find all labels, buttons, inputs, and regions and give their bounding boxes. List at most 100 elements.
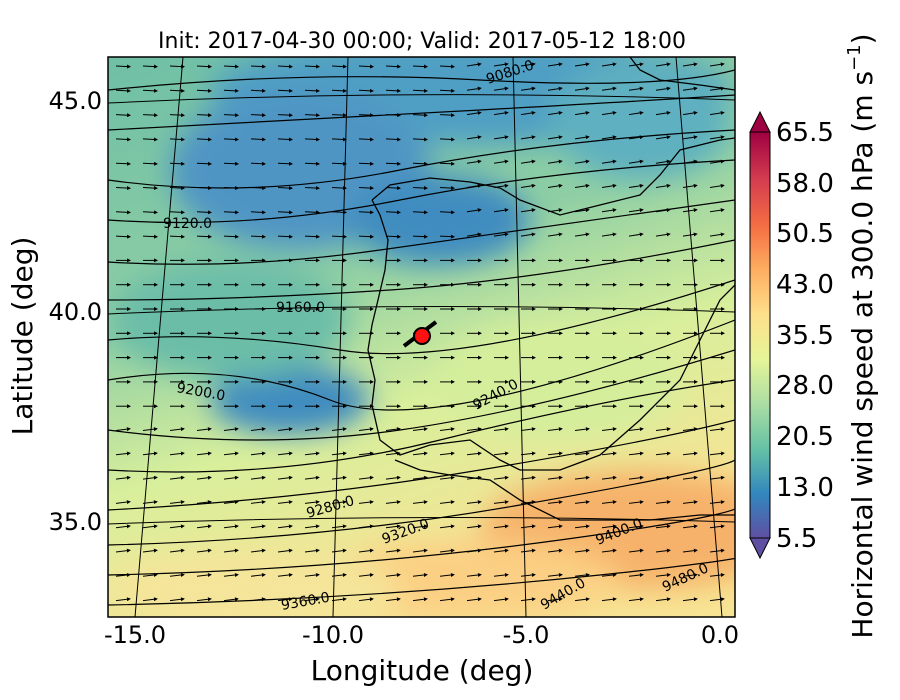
- wind-vector: [520, 572, 536, 577]
- wind-vector: [115, 427, 131, 432]
- wind-vector: [655, 62, 671, 67]
- wind-vector: [493, 597, 509, 602]
- colorbar-tick-label: 35.5: [776, 321, 834, 351]
- plot-area: 9080.0 9120.0 9160.0 9200.0 9240.0 9280.…: [108, 57, 735, 617]
- wind-vector: [520, 183, 536, 188]
- wind-vector: [142, 161, 158, 166]
- wind-vector: [385, 500, 401, 505]
- wind-vector: [196, 64, 212, 69]
- wind-vector: [655, 110, 671, 116]
- wind-vector: [493, 135, 509, 140]
- wind-vector: [385, 475, 401, 480]
- wind-vector: [358, 475, 374, 480]
- wind-vector: [304, 548, 320, 553]
- wind-vector: [412, 524, 428, 529]
- wind-vector: [547, 475, 563, 480]
- wind-vector: [115, 113, 131, 118]
- wind-vector: [412, 597, 428, 602]
- wind-speed-blobs: [108, 57, 735, 617]
- wind-vector: [601, 572, 617, 577]
- wind-vector: [439, 548, 455, 553]
- wind-vector: [385, 210, 401, 215]
- colorbar-extend-top: [749, 110, 771, 133]
- wind-vector: [601, 159, 617, 164]
- wind-vector: [547, 62, 563, 67]
- wind-vector: [709, 208, 725, 213]
- wind-vector: [493, 232, 509, 237]
- wind-vector: [223, 572, 239, 577]
- wind-vector: [493, 548, 509, 553]
- wind-vector: [142, 427, 158, 432]
- y-ticks: 45.0 40.0 35.0: [49, 87, 102, 536]
- wind-vector: [628, 86, 644, 91]
- wind-vector: [655, 135, 671, 140]
- contour-label: 9160.0: [276, 300, 325, 316]
- wind-vector: [250, 64, 266, 69]
- x-tick-label: 0.0: [701, 621, 739, 649]
- wind-vector: [520, 548, 536, 553]
- wind-vector: [439, 500, 455, 505]
- x-tick-label: -15.0: [104, 621, 166, 649]
- wind-vector: [574, 232, 590, 237]
- wind-vector: [655, 597, 671, 602]
- wind-vector: [331, 475, 347, 480]
- wind-vector: [250, 451, 266, 456]
- wind-vector: [196, 548, 212, 553]
- wind-vector: [682, 597, 698, 602]
- wind-vector: [250, 427, 266, 432]
- wind-vector: [682, 572, 698, 577]
- wind-vector: [547, 135, 563, 140]
- wind-vector: [331, 210, 347, 215]
- wind-vector: [115, 572, 131, 577]
- wind-vector: [385, 524, 401, 529]
- wind-vector: [385, 137, 401, 142]
- wind-vector: [682, 62, 698, 67]
- wind-vector: [331, 500, 347, 505]
- wind-vector: [223, 475, 239, 480]
- wind-vector: [466, 135, 482, 140]
- wind-vector: [331, 234, 347, 239]
- wind-vector: [439, 210, 455, 215]
- wind-vector: [358, 88, 374, 93]
- wind-vector: [655, 232, 671, 237]
- wind-vector: [196, 475, 212, 480]
- x-ticks: -15.0 -10.0 -5.0 0.0: [104, 621, 739, 649]
- wind-vector: [250, 113, 266, 118]
- wind-vector: [520, 62, 536, 67]
- wind-vector: [412, 161, 428, 166]
- colorbar-tick-label: 58.0: [776, 169, 834, 199]
- wind-vector: [223, 548, 239, 553]
- wind-vector: [574, 500, 590, 505]
- wind-vector: [520, 86, 536, 91]
- wind-vector: [682, 208, 698, 213]
- wind-vector: [682, 524, 698, 529]
- wind-vector: [142, 137, 158, 142]
- wind-vector: [169, 475, 185, 480]
- wind-vector: [277, 161, 293, 166]
- colorbar-tick-label: 13.0: [776, 473, 834, 503]
- wind-vector: [277, 210, 293, 215]
- wind-vector: [196, 88, 212, 93]
- y-tick-label: 40.0: [49, 298, 102, 326]
- wind-vector: [223, 186, 239, 191]
- wind-vector: [493, 427, 509, 432]
- wind-vector: [466, 500, 482, 505]
- wind-vector: [223, 113, 239, 118]
- wind-vector: [520, 524, 536, 529]
- wind-vector: [358, 451, 374, 456]
- wind-vector: [385, 451, 401, 456]
- colorbar-body: [749, 131, 771, 539]
- wind-vector: [601, 597, 617, 602]
- wind-vector: [709, 62, 725, 67]
- wind-vector: [250, 137, 266, 142]
- x-axis-label: Longitude (deg): [311, 654, 534, 687]
- wind-vector: [601, 475, 617, 480]
- wind-vector: [358, 500, 374, 505]
- wind-vector: [331, 427, 347, 432]
- wind-vector: [439, 572, 455, 577]
- wind-vector: [358, 64, 374, 69]
- wind-vector: [223, 210, 239, 215]
- wind-vector: [331, 137, 347, 142]
- wind-vector: [385, 427, 401, 432]
- wind-vector: [385, 161, 401, 166]
